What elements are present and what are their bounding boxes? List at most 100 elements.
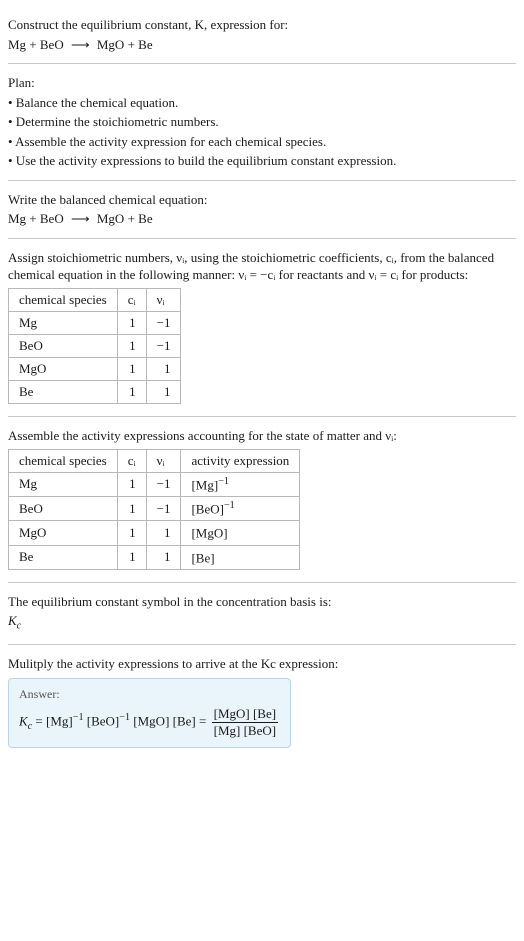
cell-ci: 1: [117, 545, 146, 569]
cell-vi: 1: [146, 381, 181, 404]
balanced-heading: Write the balanced chemical equation:: [8, 191, 516, 209]
cell-species: Mg: [9, 472, 118, 496]
col-vi: νᵢ: [146, 289, 181, 312]
table-header-row: chemical species cᵢ νᵢ activity expressi…: [9, 449, 300, 472]
multiply-text: Mulitply the activity expressions to arr…: [8, 655, 516, 673]
balanced-rhs: MgO + Be: [97, 211, 153, 226]
activity-text: Assemble the activity expressions accoun…: [8, 427, 516, 445]
intro-line1: Construct the equilibrium constant, K, e…: [8, 16, 516, 34]
table-header-row: chemical species cᵢ νᵢ: [9, 289, 181, 312]
cell-activity: [MgO]: [181, 521, 300, 545]
table-row: MgO 1 1 [MgO]: [9, 521, 300, 545]
term2-sup: −1: [119, 712, 130, 723]
intro-equation: Mg + BeO ⟶ MgO + Be: [8, 36, 516, 54]
cell-ci: 1: [117, 521, 146, 545]
cell-ci: 1: [117, 358, 146, 381]
term1-sup: −1: [73, 712, 84, 723]
intro-lhs: Mg + BeO: [8, 37, 64, 52]
cell-activity: [Be]: [181, 545, 300, 569]
plan-item: • Assemble the activity expression for e…: [8, 133, 516, 151]
k-sub: c: [17, 621, 22, 632]
k-letter: K: [8, 613, 17, 628]
activity-sup: −1: [224, 500, 235, 511]
cell-ci: 1: [117, 496, 146, 520]
equals: =: [32, 714, 46, 729]
col-vi: νᵢ: [146, 449, 181, 472]
fraction-denominator: [Mg] [BeO]: [212, 723, 278, 739]
cell-activity: [BeO]−1: [181, 496, 300, 520]
arrow-icon: ⟶: [71, 210, 90, 228]
cell-vi: −1: [146, 312, 181, 335]
cell-species: Be: [9, 381, 118, 404]
fraction-numerator: [MgO] [Be]: [212, 706, 278, 723]
plan-item: • Use the activity expressions to build …: [8, 152, 516, 170]
activity-section: Assemble the activity expressions accoun…: [8, 419, 516, 580]
divider: [8, 644, 516, 645]
term1-base: [Mg]: [46, 714, 73, 729]
cell-species: MgO: [9, 358, 118, 381]
plan-item: • Balance the chemical equation.: [8, 94, 516, 112]
term2-base: [BeO]: [87, 714, 120, 729]
term3: [MgO]: [133, 714, 169, 729]
intro-section: Construct the equilibrium constant, K, e…: [8, 8, 516, 61]
activity-table: chemical species cᵢ νᵢ activity expressi…: [8, 449, 300, 570]
cell-vi: 1: [146, 521, 181, 545]
table-row: Be 1 1: [9, 381, 181, 404]
col-species: chemical species: [9, 289, 118, 312]
cell-vi: −1: [146, 335, 181, 358]
divider: [8, 238, 516, 239]
col-ci: cᵢ: [117, 289, 146, 312]
kc-symbol: Kc: [8, 612, 516, 633]
divider: [8, 180, 516, 181]
cell-ci: 1: [117, 472, 146, 496]
stoich-table: chemical species cᵢ νᵢ Mg 1 −1 BeO 1 −1 …: [8, 288, 181, 404]
cell-ci: 1: [117, 312, 146, 335]
cell-vi: 1: [146, 545, 181, 569]
table-row: BeO 1 −1 [BeO]−1: [9, 496, 300, 520]
cell-species: Be: [9, 545, 118, 569]
cell-vi: −1: [146, 496, 181, 520]
cell-species: Mg: [9, 312, 118, 335]
plan-item: • Determine the stoichiometric numbers.: [8, 113, 516, 131]
divider: [8, 416, 516, 417]
activity-base: [MgO]: [191, 526, 227, 541]
cell-ci: 1: [117, 335, 146, 358]
fraction: [MgO] [Be] [Mg] [BeO]: [212, 706, 278, 739]
activity-base: [BeO]: [191, 501, 224, 516]
k-letter: K: [19, 714, 28, 729]
plan-section: Plan: • Balance the chemical equation. •…: [8, 66, 516, 178]
equals: =: [196, 714, 210, 729]
col-activity: activity expression: [181, 449, 300, 472]
arrow-icon: ⟶: [71, 36, 90, 54]
symbol-text: The equilibrium constant symbol in the c…: [8, 593, 516, 611]
col-species: chemical species: [9, 449, 118, 472]
activity-base: [Mg]: [191, 477, 218, 492]
cell-species: BeO: [9, 335, 118, 358]
balanced-section: Write the balanced chemical equation: Mg…: [8, 183, 516, 236]
balanced-equation: Mg + BeO ⟶ MgO + Be: [8, 210, 516, 228]
balanced-lhs: Mg + BeO: [8, 211, 64, 226]
table-row: Mg 1 −1: [9, 312, 181, 335]
divider: [8, 63, 516, 64]
assign-text: Assign stoichiometric numbers, νᵢ, using…: [8, 249, 516, 284]
table-row: Mg 1 −1 [Mg]−1: [9, 472, 300, 496]
term4: [Be]: [173, 714, 196, 729]
plan-heading: Plan:: [8, 74, 516, 92]
cell-activity: [Mg]−1: [181, 472, 300, 496]
divider: [8, 582, 516, 583]
kc-expression: Kc = [Mg]−1 [BeO]−1 [MgO] [Be] = [MgO] […: [19, 706, 280, 739]
assign-section: Assign stoichiometric numbers, νᵢ, using…: [8, 241, 516, 414]
table-row: Be 1 1 [Be]: [9, 545, 300, 569]
table-row: BeO 1 −1: [9, 335, 181, 358]
activity-base: [Be]: [191, 550, 214, 565]
multiply-section: Mulitply the activity expressions to arr…: [8, 647, 516, 759]
cell-ci: 1: [117, 381, 146, 404]
activity-sup: −1: [218, 476, 229, 487]
answer-label: Answer:: [19, 687, 280, 702]
cell-vi: −1: [146, 472, 181, 496]
col-ci: cᵢ: [117, 449, 146, 472]
intro-rhs: MgO + Be: [97, 37, 153, 52]
cell-vi: 1: [146, 358, 181, 381]
answer-box: Answer: Kc = [Mg]−1 [BeO]−1 [MgO] [Be] =…: [8, 678, 291, 748]
cell-species: MgO: [9, 521, 118, 545]
